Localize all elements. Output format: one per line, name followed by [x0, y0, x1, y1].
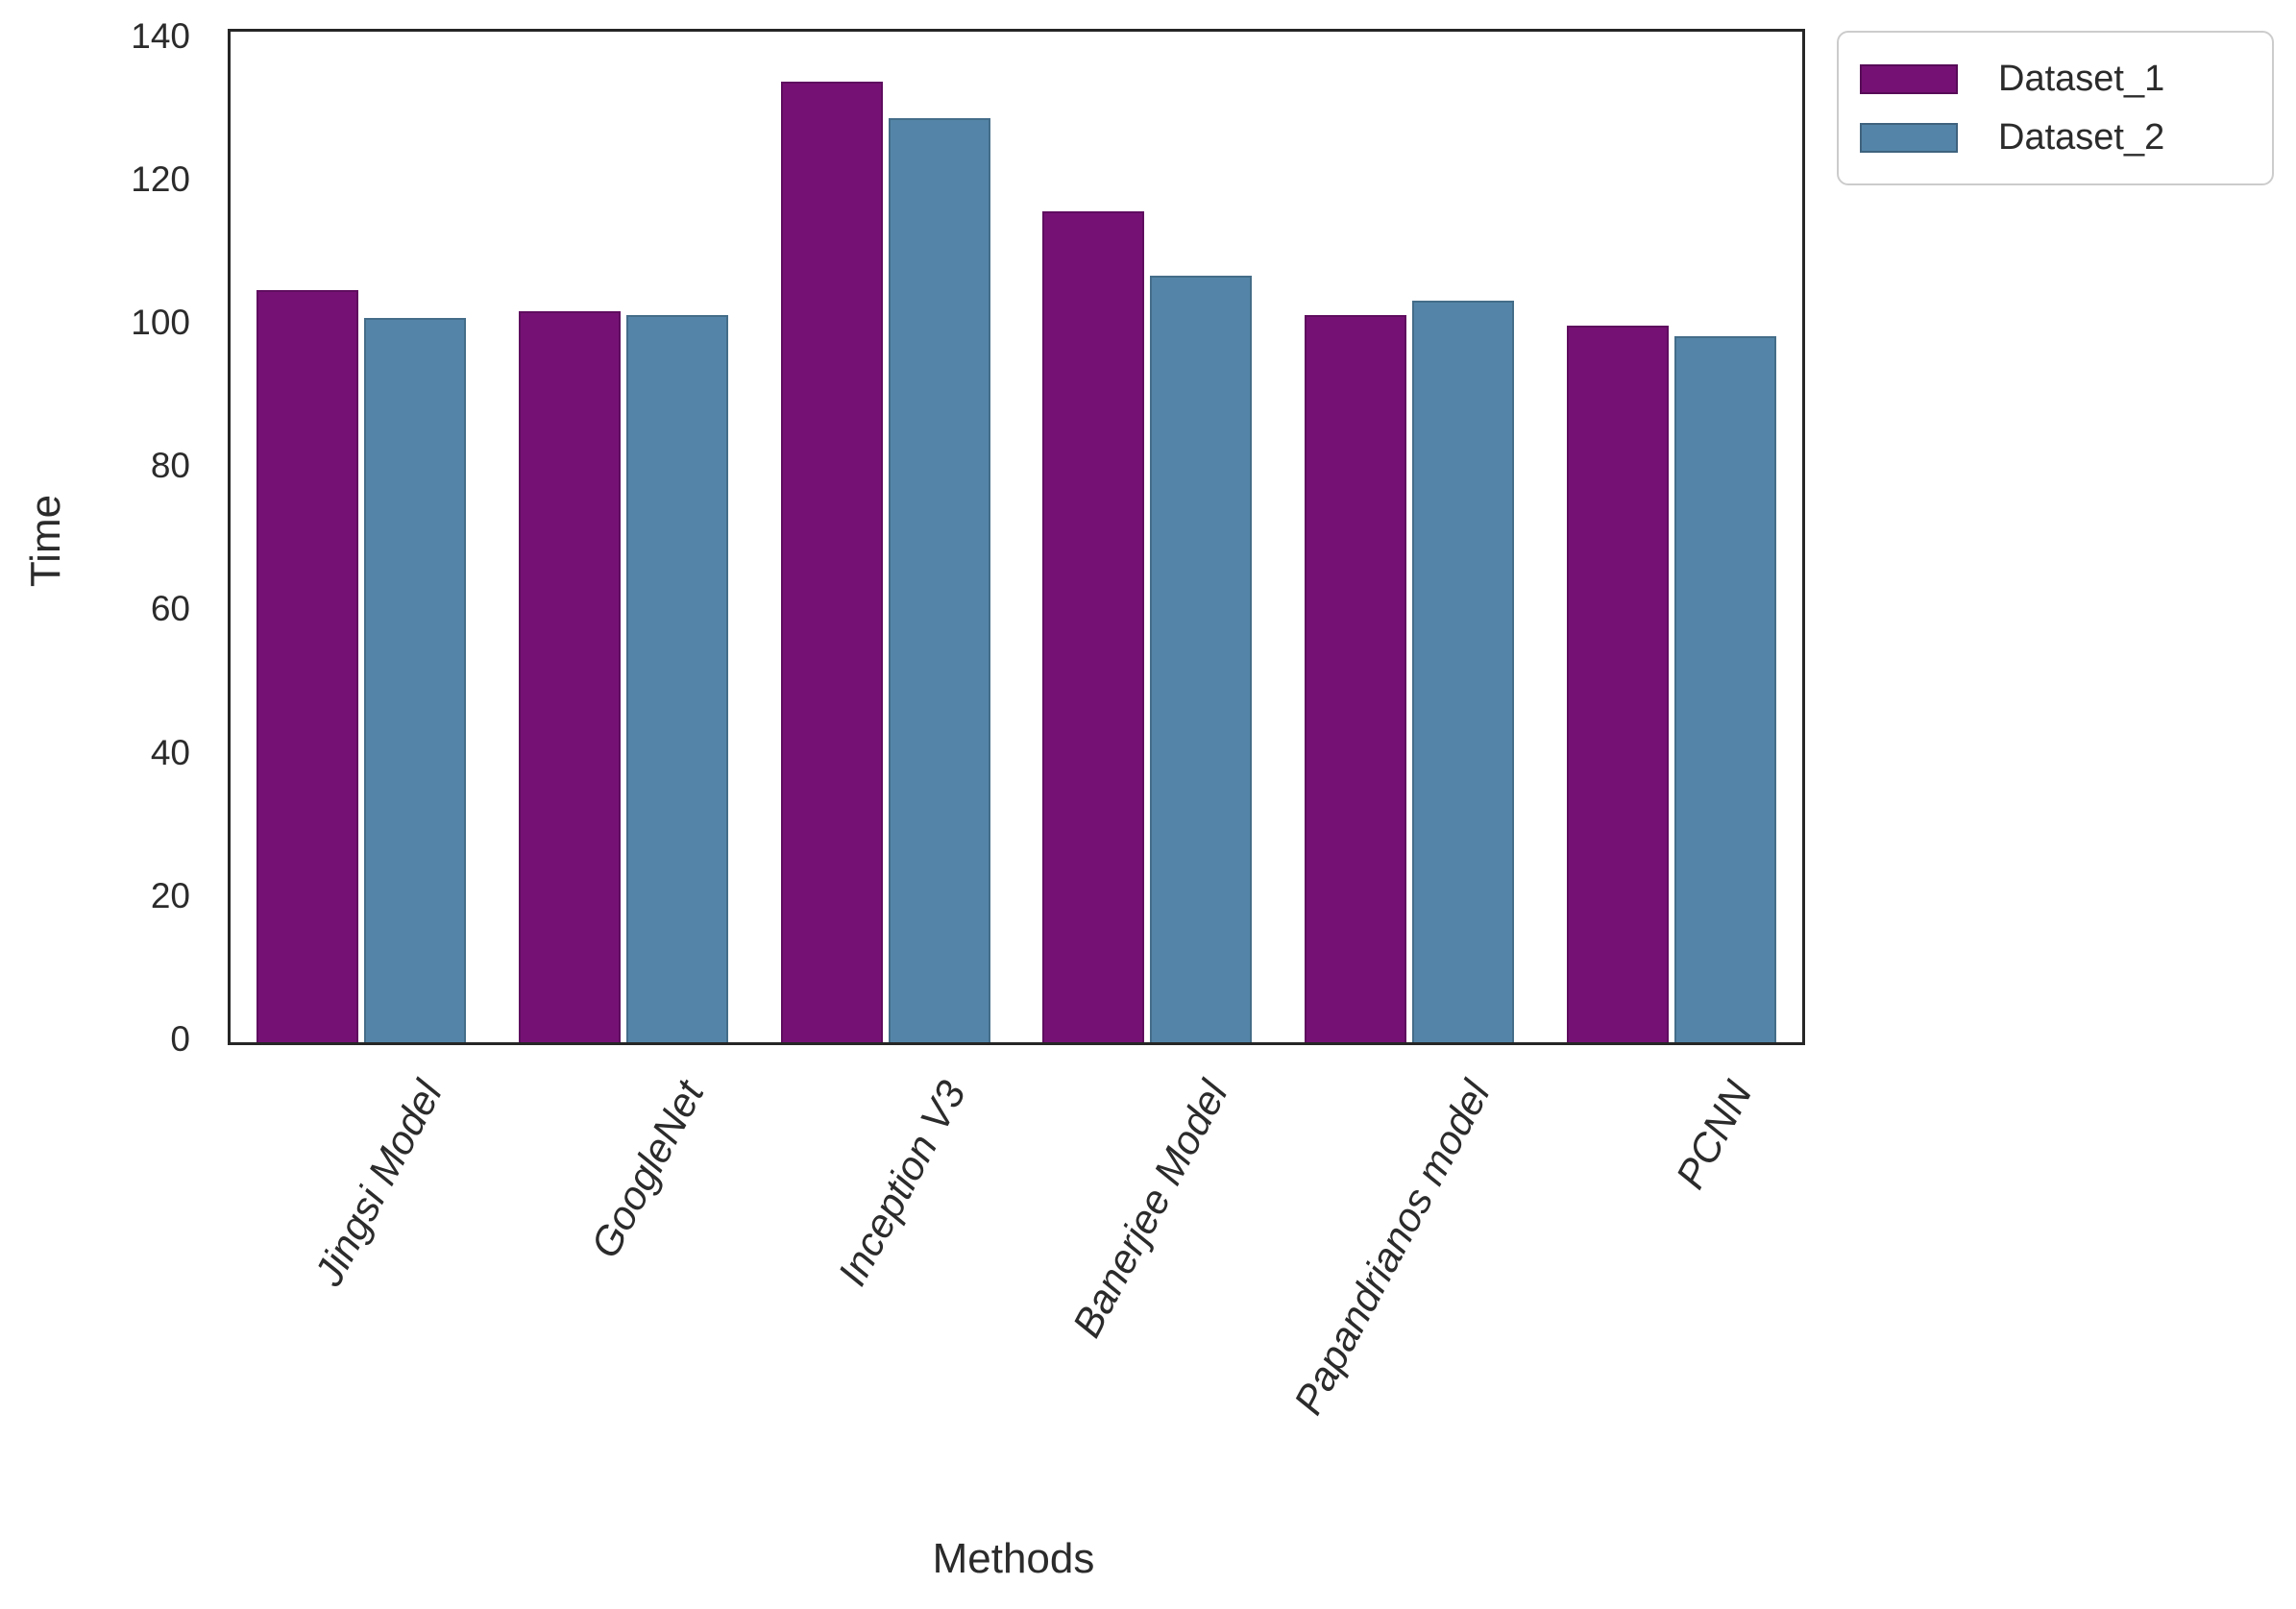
y-axis-label: Time [22, 494, 69, 588]
y-tick-60: 60 [150, 589, 190, 629]
legend-item-dataset-1: Dataset_1 [1860, 59, 2272, 100]
bar-dataset-1-googlenet [518, 311, 621, 1042]
y-tick-0: 0 [170, 1019, 190, 1059]
legend-item-dataset-2: Dataset_2 [1860, 117, 2272, 158]
bar-dataset-1-papandrianos-model [1304, 314, 1406, 1042]
x-tick-jingsi-model: Jingsi Model [305, 1073, 451, 1293]
bar-dataset-2-jingsi-model [364, 318, 467, 1042]
x-tick-inception-v3: Inception V3 [829, 1073, 975, 1293]
legend-label-dataset-2: Dataset_2 [1998, 116, 2165, 158]
bar-dataset-1-jingsi-model [256, 289, 359, 1042]
bar-dataset-1-pcnn [1566, 325, 1669, 1042]
y-tick-20: 20 [150, 875, 190, 915]
legend-swatch-dataset-1-icon [1860, 63, 1958, 94]
legend: Dataset_1 Dataset_2 [1837, 31, 2274, 185]
bar-dataset-2-pcnn [1673, 336, 1776, 1042]
y-tick-140: 140 [131, 15, 190, 56]
y-tick-120: 120 [131, 158, 190, 199]
x-tick-papandrianos-model: Papandrianos model [1284, 1073, 1499, 1422]
x-tick-pcnn: PCNN [1666, 1073, 1761, 1196]
bar-dataset-1-banerjee-model [1042, 210, 1145, 1042]
legend-swatch-dataset-2-icon [1860, 122, 1958, 153]
bar-dataset-2-papandrianos-model [1412, 300, 1515, 1042]
legend-label-dataset-1: Dataset_1 [1998, 58, 2165, 99]
bar-dataset-2-googlenet [626, 314, 729, 1042]
x-tick-googlenet: GoogleNet [581, 1073, 713, 1265]
plot-area [228, 29, 1805, 1045]
y-tick-100: 100 [131, 302, 190, 342]
bar-dataset-2-inception-v3 [888, 117, 990, 1042]
y-tick-80: 80 [150, 446, 190, 486]
x-axis-label: Methods [932, 1535, 1095, 1582]
bar-dataset-1-inception-v3 [780, 82, 883, 1042]
y-tick-40: 40 [150, 732, 190, 772]
bar-dataset-2-banerjee-model [1150, 275, 1253, 1042]
x-tick-banerjee-model: Banerjee Model [1063, 1073, 1236, 1345]
